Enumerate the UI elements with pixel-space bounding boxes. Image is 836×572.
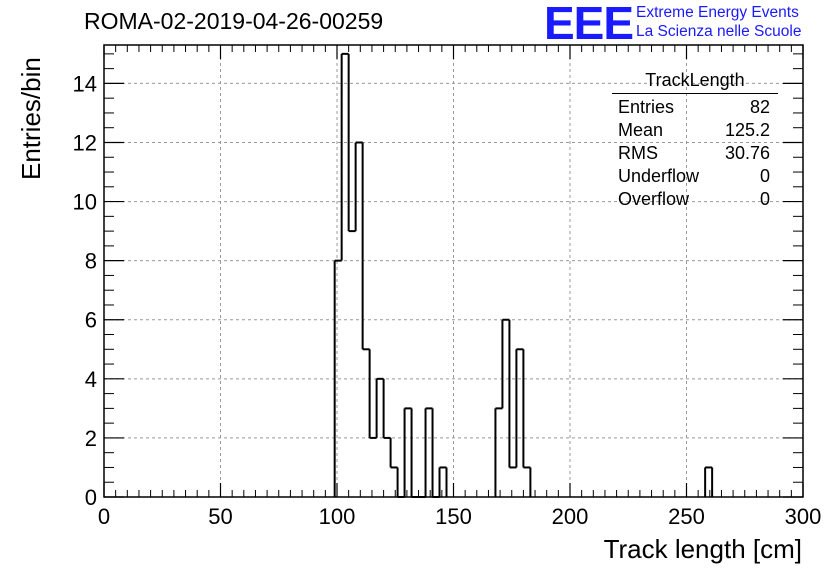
axis-ticks (103, 45, 804, 498)
stats-value: 0 (759, 189, 770, 209)
logo-line-2: La Scienza nelle Scuole (636, 23, 802, 40)
logo-caption: Extreme Energy Events La Scienza nelle S… (636, 3, 801, 41)
grid-lines (104, 45, 803, 497)
x-axis-label: Track length [cm] (603, 534, 802, 564)
stats-value: 125.2 (724, 120, 770, 140)
x-tick-label: 150 (435, 504, 472, 529)
stats-label: Mean (618, 120, 664, 140)
x-tick-label: 100 (319, 504, 356, 529)
stats-label: Underflow (618, 166, 700, 186)
y-axis-label: Entries/bin (16, 57, 46, 180)
stats-title: TrackLength (612, 70, 778, 94)
x-tick-label: 250 (668, 504, 705, 529)
y-tick-label: 10 (73, 190, 97, 215)
y-tick-label: 14 (73, 71, 97, 96)
stats-box: TrackLength Entries 82 Mean 125.2 RMS 30.76… (612, 70, 778, 211)
logo-line-1: Extreme Energy Events (636, 4, 799, 21)
stats-row-rms: RMS 30.76 (612, 142, 778, 165)
y-tick-label: 0 (85, 485, 97, 510)
y-tick-label: 8 (85, 249, 97, 274)
chart-title: ROMA-02-2019-04-26-00259 (84, 8, 384, 34)
stats-label: RMS (618, 143, 658, 163)
histogram-bars (333, 52, 714, 498)
stats-row-underflow: Underflow 0 (612, 165, 778, 188)
stats-label: Overflow (618, 189, 690, 209)
eee-logo: EEE (544, 0, 634, 49)
stats-row-overflow: Overflow 0 (612, 188, 778, 211)
x-tick-label: 50 (208, 504, 232, 529)
stats-value: 0 (759, 166, 770, 186)
stats-value: 82 (749, 97, 770, 117)
y-tick-label: 6 (85, 308, 97, 333)
x-tick-label: 0 (98, 504, 110, 529)
y-tick-label: 4 (85, 367, 97, 392)
stats-value: 30.76 (724, 143, 770, 163)
tick-labels: 0 50 100 150 200 250 300 0 2 4 6 8 10 12 14 (73, 71, 822, 529)
stats-row-mean: Mean 125.2 (612, 119, 778, 142)
stats-row-entries: Entries 82 (612, 96, 778, 119)
x-tick-label: 200 (552, 504, 589, 529)
y-tick-label: 12 (73, 130, 97, 155)
stats-label: Entries (618, 97, 675, 117)
y-tick-label: 2 (85, 426, 97, 451)
x-tick-label: 300 (785, 504, 822, 529)
